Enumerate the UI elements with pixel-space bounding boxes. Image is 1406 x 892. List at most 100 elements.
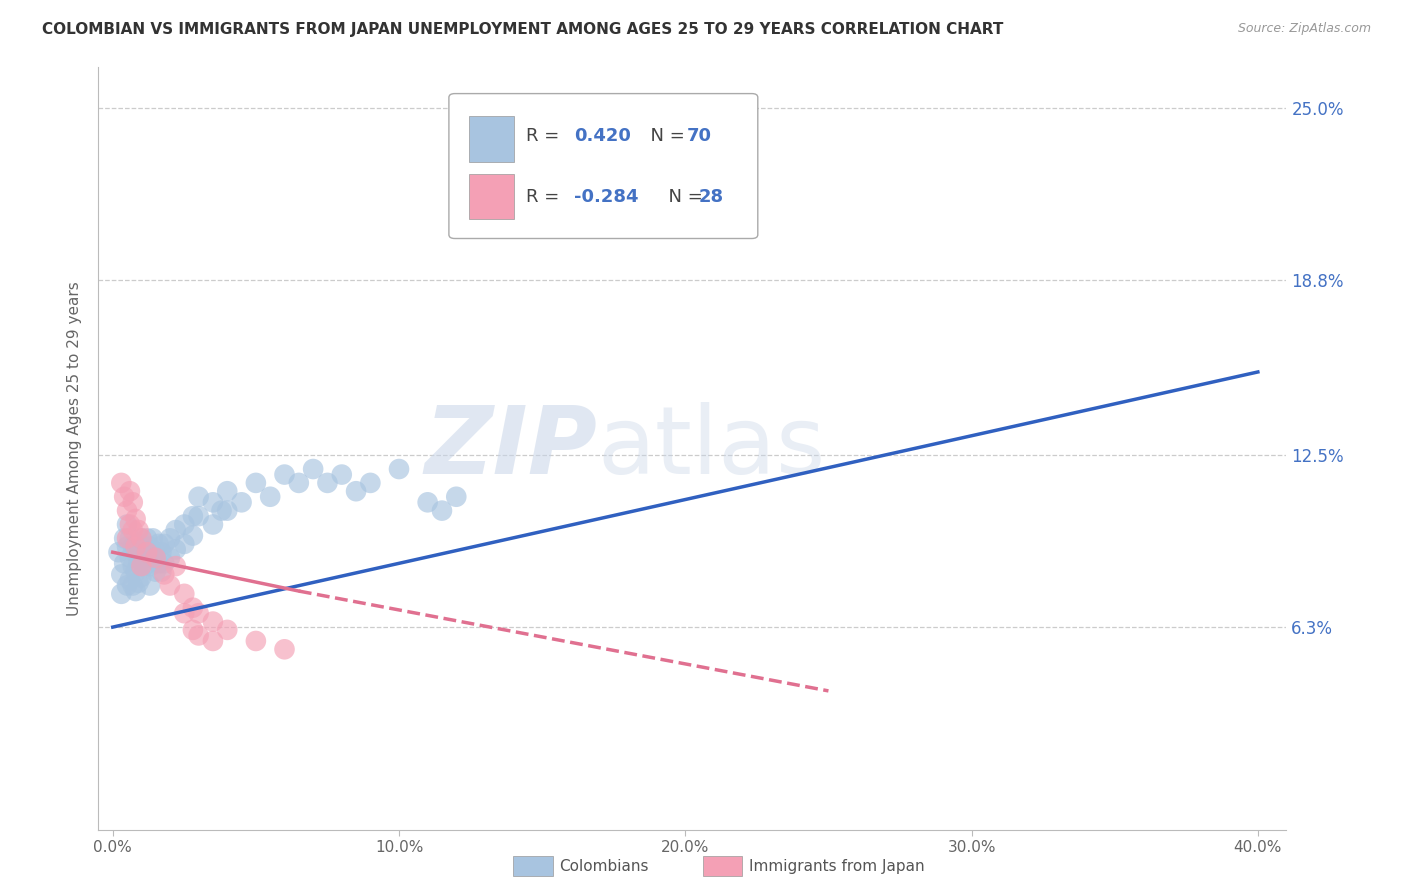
Point	[145, 550, 167, 565]
Text: 28: 28	[699, 187, 724, 205]
Point	[131, 559, 153, 574]
Point	[159, 532, 181, 546]
Point	[110, 567, 132, 582]
Point	[217, 484, 239, 499]
Text: COLOMBIAN VS IMMIGRANTS FROM JAPAN UNEMPLOYMENT AMONG AGES 25 TO 29 YEARS CORREL: COLOMBIAN VS IMMIGRANTS FROM JAPAN UNEMP…	[42, 22, 1004, 37]
Point	[110, 475, 132, 490]
Point	[136, 550, 159, 565]
Text: atlas: atlas	[598, 402, 825, 494]
Point	[107, 545, 129, 559]
Text: 70: 70	[686, 127, 711, 145]
Point	[115, 503, 138, 517]
Point	[121, 578, 143, 592]
Text: Source: ZipAtlas.com: Source: ZipAtlas.com	[1237, 22, 1371, 36]
Point	[142, 550, 165, 565]
Point	[148, 557, 170, 571]
Text: ZIP: ZIP	[425, 402, 598, 494]
Point	[128, 575, 150, 590]
Bar	[470, 174, 515, 219]
Point	[139, 540, 162, 554]
Point	[148, 537, 170, 551]
Point	[124, 540, 146, 554]
Point	[217, 503, 239, 517]
Point	[118, 484, 141, 499]
Point	[181, 509, 204, 524]
Point	[124, 565, 146, 579]
Y-axis label: Unemployment Among Ages 25 to 29 years: Unemployment Among Ages 25 to 29 years	[67, 281, 83, 615]
Point	[115, 578, 138, 592]
Point	[673, 185, 696, 199]
Point	[159, 550, 181, 565]
Point	[159, 578, 181, 592]
Text: R =: R =	[526, 127, 565, 145]
Point	[139, 578, 162, 592]
Point	[245, 475, 267, 490]
Point	[273, 467, 295, 482]
Point	[165, 542, 187, 557]
Point	[121, 559, 143, 574]
Point	[201, 495, 224, 509]
Point	[112, 557, 135, 571]
Point	[131, 550, 153, 565]
Point	[153, 567, 176, 582]
Point	[124, 584, 146, 599]
Text: Colombians: Colombians	[560, 859, 650, 873]
Point	[181, 600, 204, 615]
Point	[187, 606, 209, 620]
Point	[131, 570, 153, 584]
Point	[245, 634, 267, 648]
Point	[124, 545, 146, 559]
Point	[131, 532, 153, 546]
Text: Immigrants from Japan: Immigrants from Japan	[749, 859, 925, 873]
Point	[187, 628, 209, 642]
Point	[316, 475, 339, 490]
Point	[187, 509, 209, 524]
Point	[201, 634, 224, 648]
Point	[136, 545, 159, 559]
Point	[142, 532, 165, 546]
Point	[430, 503, 453, 517]
Point	[134, 559, 156, 574]
Point	[181, 528, 204, 542]
Point	[118, 532, 141, 546]
Point	[446, 490, 468, 504]
Point	[259, 490, 281, 504]
Point	[231, 495, 253, 509]
Point	[165, 523, 187, 537]
Point	[211, 503, 233, 517]
Point	[273, 642, 295, 657]
Point	[118, 573, 141, 587]
Point	[128, 537, 150, 551]
Point	[112, 532, 135, 546]
Point	[344, 484, 367, 499]
Point	[118, 517, 141, 532]
Point	[121, 495, 143, 509]
Point	[131, 532, 153, 546]
Point	[121, 523, 143, 537]
Point	[124, 512, 146, 526]
Point	[153, 537, 176, 551]
Text: R =: R =	[526, 187, 565, 205]
Point	[150, 545, 173, 559]
Point	[288, 475, 311, 490]
Bar	[470, 117, 515, 162]
Point	[145, 545, 167, 559]
Point	[302, 462, 325, 476]
Point	[115, 517, 138, 532]
Point	[153, 557, 176, 571]
Point	[128, 523, 150, 537]
Point	[121, 540, 143, 554]
Text: N =: N =	[657, 187, 709, 205]
Point	[187, 490, 209, 504]
FancyBboxPatch shape	[449, 94, 758, 238]
Point	[388, 462, 411, 476]
Text: 0.420: 0.420	[574, 127, 630, 145]
Point	[359, 475, 381, 490]
Point	[150, 565, 173, 579]
Point	[181, 623, 204, 637]
Point	[145, 565, 167, 579]
Point	[118, 550, 141, 565]
Point	[136, 532, 159, 546]
Point	[134, 540, 156, 554]
Point	[173, 517, 195, 532]
